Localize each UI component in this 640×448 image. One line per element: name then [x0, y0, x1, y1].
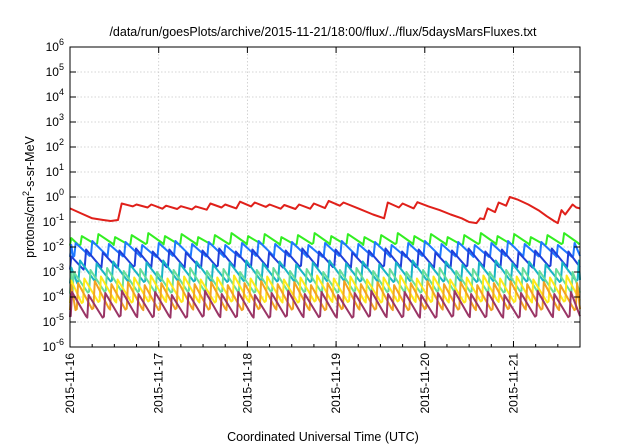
y-axis: 10-610-510-410-310-210-11001011021031041… [43, 37, 580, 354]
y-tick-base: 10 [43, 265, 57, 279]
x-tick-label: 2015-11-19 [329, 353, 343, 414]
y-axis-label: protons/cm2-s-sr-MeV [21, 135, 37, 257]
x-tick-label: 2015-11-18 [240, 353, 254, 414]
y-tick-base: 10 [46, 90, 60, 104]
y-tick-base: 10 [46, 140, 60, 154]
x-axis: 2015-11-16 2015-11-17 2015-11-18 2015-11-19… [63, 47, 559, 414]
y-tick-label: 103 [46, 112, 64, 129]
y-tick-base: 10 [43, 315, 57, 329]
y-tick-exponent: 3 [59, 112, 64, 122]
y-tick-exponent: -6 [56, 337, 64, 347]
y-tick-label: 104 [46, 87, 64, 104]
y-tick-base: 10 [46, 115, 60, 129]
y-tick-exponent: -3 [56, 262, 64, 272]
x-tick-label: 2015-11-16 [63, 353, 77, 414]
y-tick-base: 10 [43, 240, 57, 254]
y-tick-base: 10 [46, 165, 60, 179]
y-axis-label-base: protons/cm [23, 196, 37, 258]
y-axis-label-sup: 2 [21, 191, 31, 196]
y-tick-exponent: 5 [59, 62, 64, 72]
y-tick-exponent: 6 [59, 37, 64, 47]
y-tick-exponent: -4 [56, 287, 64, 297]
y-tick-label: 10-2 [43, 237, 64, 254]
series-line-2 [69, 232, 581, 247]
x-tick-label: 2015-11-21 [506, 353, 520, 414]
series-group [69, 196, 581, 319]
series-line-8 [69, 280, 581, 312]
series-line-1 [69, 196, 581, 225]
y-tick-base: 10 [46, 40, 60, 54]
y-tick-label: 10-5 [43, 312, 64, 329]
series-line-9 [69, 290, 581, 319]
y-tick-exponent: -1 [56, 212, 64, 222]
y-tick-base: 10 [46, 65, 60, 79]
y-tick-label: 10-4 [43, 287, 64, 304]
y-tick-label: 105 [46, 62, 64, 79]
y-tick-base: 10 [43, 340, 57, 354]
y-tick-label: 10-6 [43, 337, 64, 354]
y-tick-exponent: 1 [59, 162, 64, 172]
x-axis-label: Coordinated Universal Time (UTC) [227, 430, 419, 444]
y-tick-exponent: -2 [56, 237, 64, 247]
y-tick-base: 10 [43, 290, 57, 304]
y-tick-exponent: 4 [59, 87, 64, 97]
series-line-4 [69, 247, 581, 271]
y-tick-exponent: -5 [56, 312, 64, 322]
y-tick-label: 10-3 [43, 262, 64, 279]
y-tick-label: 106 [46, 37, 64, 54]
x-tick-label: 2015-11-17 [152, 353, 166, 414]
series-line-5 [69, 259, 581, 285]
y-tick-label: 10-1 [43, 212, 64, 229]
y-tick-base: 10 [46, 190, 60, 204]
y-tick-exponent: 2 [59, 137, 64, 147]
y-tick-label: 100 [46, 187, 64, 204]
y-tick-label: 101 [46, 162, 64, 179]
y-tick-label: 102 [46, 137, 64, 154]
y-tick-base: 10 [43, 215, 57, 229]
chart-title: /data/run/goesPlots/archive/2015-11-21/1… [109, 25, 537, 39]
y-axis-label-rest: -s-sr-MeV [23, 135, 37, 191]
y-tick-exponent: 0 [59, 187, 64, 197]
x-tick-label: 2015-11-20 [418, 353, 432, 414]
